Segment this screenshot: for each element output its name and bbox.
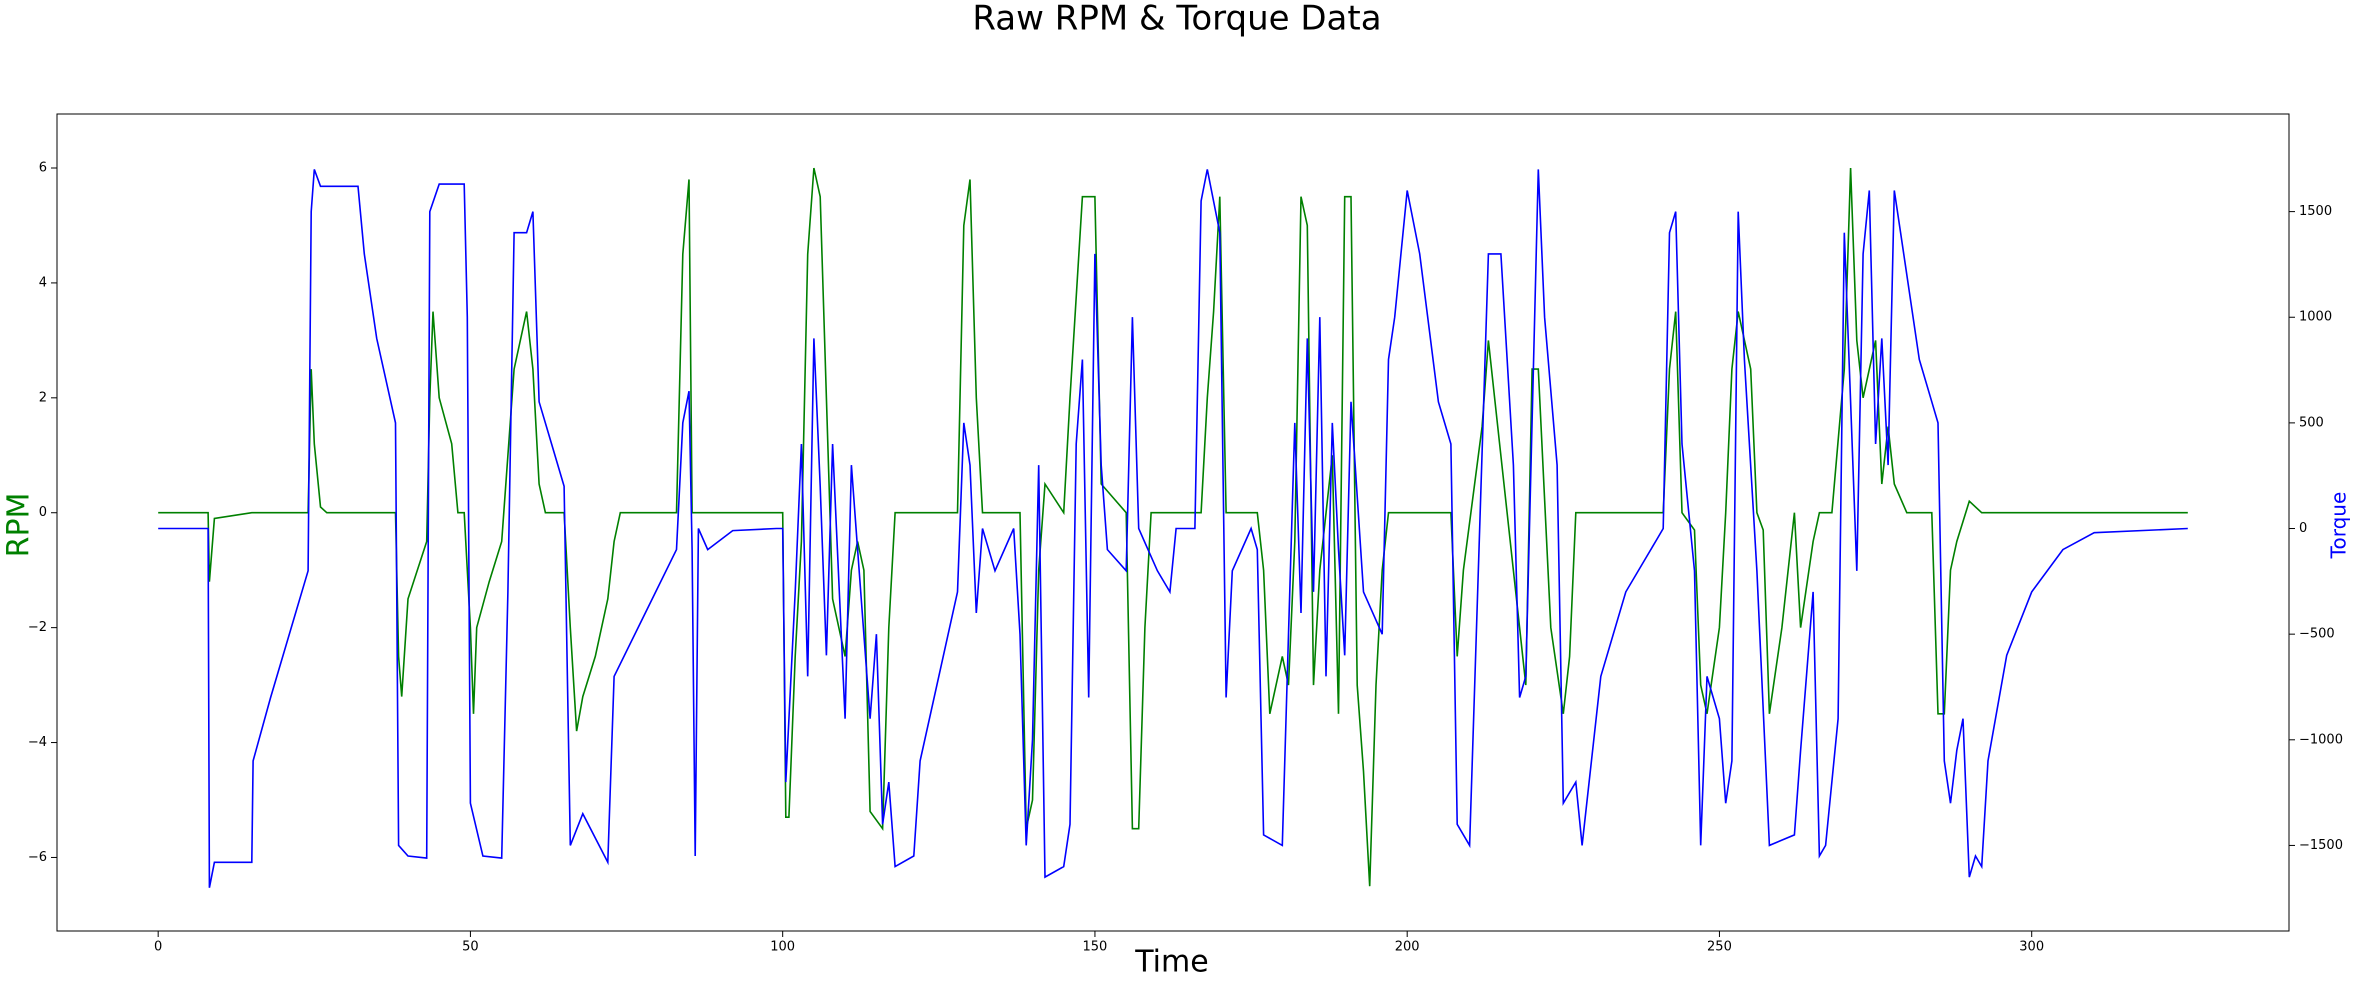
y2-tick-label: −1500 [2299, 838, 2343, 853]
data-line [158, 167, 2188, 887]
y-tick-label: −4 [28, 735, 47, 750]
chart-title: Raw RPM & Torque Data [972, 0, 1381, 39]
data-line [158, 169, 2188, 888]
y-tick-label: 2 [39, 390, 47, 405]
y2-tick-label: 500 [2299, 415, 2324, 430]
y2-tick-label: −1000 [2299, 732, 2343, 747]
x-tick-label: 200 [1395, 940, 1420, 955]
y2-tick-label: −500 [2299, 627, 2335, 642]
x-tick-label: 100 [770, 940, 795, 955]
y2-tick-label: 1500 [2299, 204, 2332, 219]
y-tick-label: −6 [28, 850, 47, 865]
y-tick-label: 0 [39, 505, 47, 520]
y-tick-label: 4 [39, 275, 47, 290]
x-tick-label: 50 [462, 940, 479, 955]
y2-tick-label: 1000 [2299, 310, 2332, 325]
x-axis-label: Time [1134, 945, 1208, 980]
y2-axis-label: Torque [2327, 492, 2351, 560]
y-tick-label: −2 [28, 620, 47, 635]
plot-frame [56, 113, 2290, 932]
y-tick-label: 6 [39, 161, 47, 176]
y-axis-label: RPM [2, 493, 37, 558]
x-tick-label: 0 [154, 940, 162, 955]
x-tick-label: 150 [1083, 940, 1108, 955]
y2-tick-label: 0 [2299, 521, 2307, 536]
x-tick-label: 300 [2019, 940, 2044, 955]
x-tick-label: 250 [1707, 940, 1732, 955]
